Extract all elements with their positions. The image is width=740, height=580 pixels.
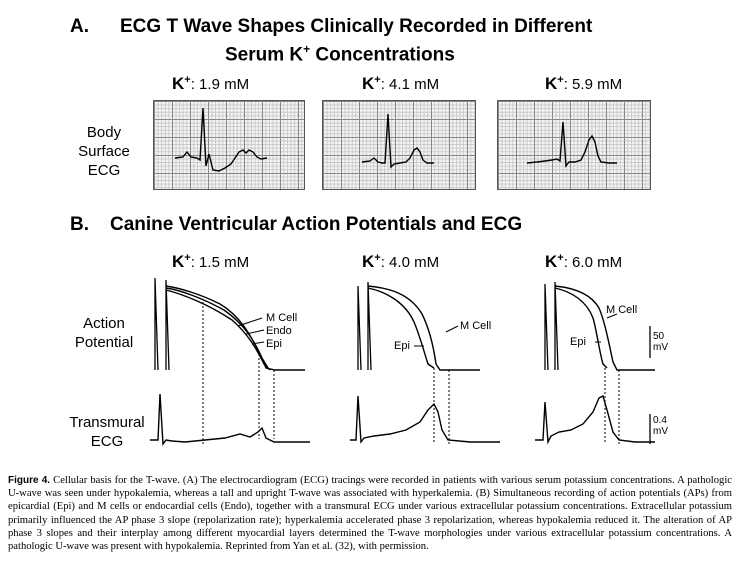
k-value: : 1.9 mM (190, 76, 250, 93)
panel-b-row1-label: Action Potential (62, 314, 146, 352)
ap1-label-epi: Epi (266, 338, 282, 350)
panel-a-title-line2-pre: Serum K (225, 44, 304, 66)
row-label-line: Body (86, 124, 122, 141)
k-value: : 1.5 mM (190, 254, 250, 271)
panel-a-letter: A. (70, 16, 89, 37)
k-symbol: K (545, 252, 558, 271)
row-label-line: ECG (90, 433, 124, 450)
panel-a-row-label: Body Surface ECG (72, 123, 136, 180)
row-label-line: ECG (87, 162, 121, 179)
ap3-label-mcell: M Cell (606, 304, 638, 316)
k-sup: + (374, 252, 381, 264)
row-label-line: Action (83, 315, 125, 332)
k-value: : 4.1 mM (380, 76, 440, 93)
figure-caption: Figure 4. Cellular basis for the T-wave.… (8, 474, 732, 553)
ecg-grid-3 (497, 100, 651, 190)
ap1-label-mcell: M Cell (266, 312, 298, 324)
k-symbol: K (172, 252, 185, 271)
scale-ap-label: 50 mV (653, 331, 668, 353)
panel-a-title-line2-post: Concentrations (310, 44, 455, 66)
scale-ecg-unit: mV (653, 426, 668, 437)
panel-a-k-label-3: K+: 5.9 mM (545, 74, 622, 94)
k-value: : 4.0 mM (380, 254, 440, 271)
ap2-label-epi: Epi (394, 340, 410, 352)
k-value: : 6.0 mM (563, 254, 623, 271)
panel-a-title-line2-sup: + (303, 42, 311, 56)
ap1-label-endo: Endo (266, 325, 292, 337)
panel-b-k-label-1: K+: 1.5 mM (172, 252, 249, 272)
k-symbol: K (362, 74, 375, 93)
k-symbol: K (172, 74, 185, 93)
scale-bar-ecg (649, 414, 651, 444)
caption-text: Cellular basis for the T-wave. (A) The e… (8, 475, 732, 553)
ap-traces-2 (350, 281, 500, 444)
ecg-trace-3 (526, 121, 617, 168)
panel-a-k-label-2: K+: 4.1 mM (362, 74, 439, 94)
row-label-line: Transmural (69, 414, 145, 431)
ap-traces-1 (150, 277, 310, 446)
scale-ecg-label: 0.4 mV (653, 415, 668, 437)
ap-traces-3 (535, 281, 655, 445)
panel-b-k-label-3: K+: 6.0 mM (545, 252, 622, 272)
scale-bar-ap (649, 326, 651, 358)
k-sup: + (557, 252, 564, 264)
ap2-label-mcell: M Cell (460, 320, 492, 332)
k-sup: + (557, 74, 564, 86)
k-symbol: K (362, 252, 375, 271)
panel-b-k-label-2: K+: 4.0 mM (362, 252, 439, 272)
panel-b-row2-label: Transmural ECG (60, 413, 154, 451)
scale-ap-value: 50 (653, 331, 665, 342)
k-symbol: K (545, 74, 558, 93)
panel-b-title: Canine Ventricular Action Potentials and… (110, 214, 523, 235)
ecg-grid-2 (322, 100, 476, 190)
k-sup: + (184, 74, 191, 86)
panel-a-k-label-1: K+: 1.9 mM (172, 74, 249, 94)
k-sup: + (374, 74, 381, 86)
row-label-line: Surface (78, 143, 130, 160)
figure-label: Figure 4. (8, 475, 51, 486)
k-value: : 5.9 mM (563, 76, 623, 93)
scale-ecg-value: 0.4 (653, 415, 667, 426)
panel-b-letter: B. (70, 214, 89, 235)
panel-a-title-line1: ECG T Wave Shapes Clinically Recorded in… (120, 16, 593, 37)
ap3-label-epi: Epi (570, 336, 586, 348)
panel-a-title-line2: Serum K+ Concentrations (225, 38, 455, 66)
ecg-trace-1 (174, 107, 268, 172)
ecg-trace-2 (361, 113, 434, 169)
ecg-grid-1 (153, 100, 305, 190)
row-label-line: Potential (74, 334, 134, 351)
k-sup: + (184, 252, 191, 264)
scale-ap-unit: mV (653, 342, 668, 353)
